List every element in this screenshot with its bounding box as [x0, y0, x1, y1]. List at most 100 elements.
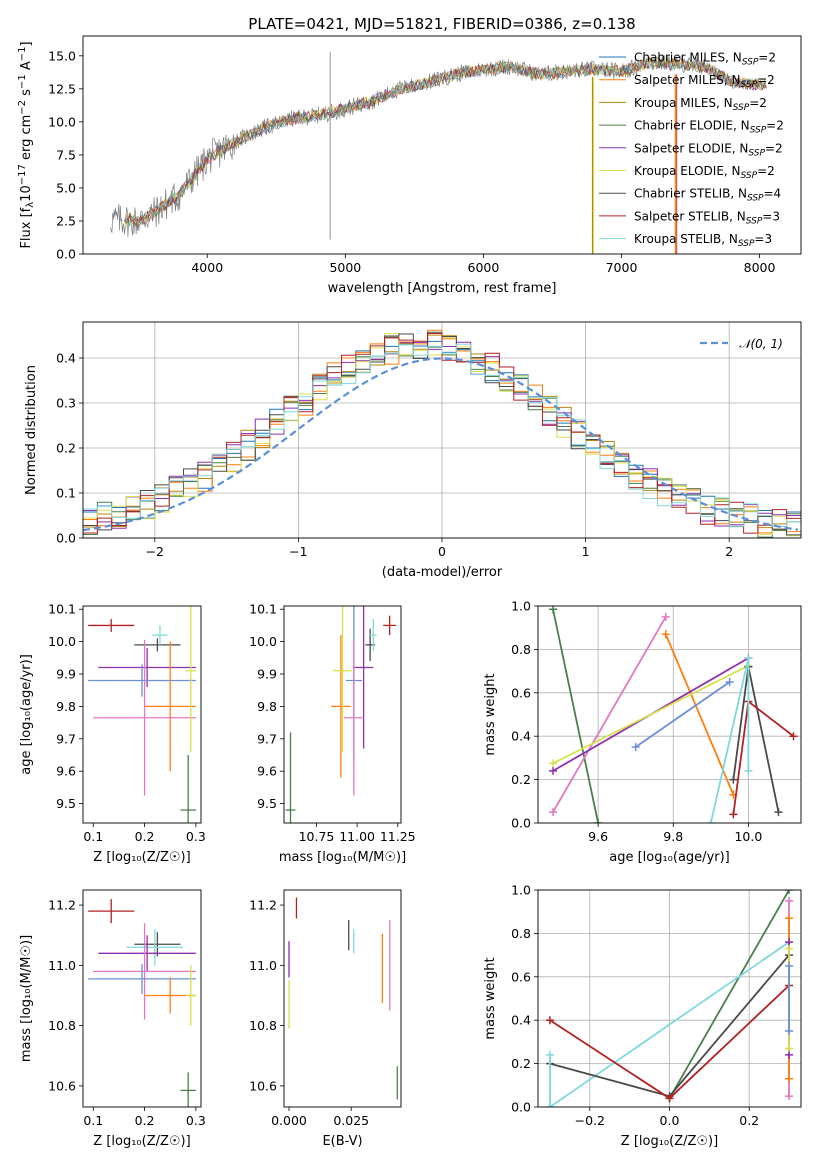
residual-histogram: [83, 343, 801, 527]
label-part: −1: [17, 74, 28, 89]
axes-age_vs_Z: 0.1 0.2 0.3 9.5 9.6 9.7 9.8 9.9 10.0 10.1 Z [log₁₀…: [19, 602, 206, 865]
y-tick-label: 10.0: [48, 634, 76, 649]
legend-post: =2: [749, 96, 767, 110]
y-tick-label: 1.0: [511, 599, 531, 614]
weight-lines: [549, 606, 798, 823]
y-tick-label: 10.1: [249, 602, 277, 617]
weight-marker: [774, 808, 783, 817]
y-tick-label: 10.6: [48, 1078, 76, 1093]
axes-residuals: −2 −1 0 1 2 0.0 0.1 0.2 0.3 0.4 (data-model)/error…: [24, 321, 802, 580]
label-part: −17: [17, 164, 28, 185]
y-tick-label: 0.3: [56, 396, 76, 411]
x-tick-label: −1: [289, 544, 307, 559]
weight-marker: [785, 1027, 794, 1036]
y-tick-label: 11.0: [249, 958, 277, 973]
x-tick-label: 0.2: [135, 829, 155, 844]
axes-mass_vs_Z: 0.1 0.2 0.3 10.6 10.8 11.0 11.2 Z [log₁₀(Z/Z☉)]…: [19, 889, 206, 1149]
legend-sub: SSP: [750, 126, 767, 136]
x-tick-label: 6000: [468, 260, 500, 275]
weight-line: [552, 616, 667, 813]
weight-marker: [706, 819, 715, 823]
y-tick-label: 10.1: [48, 602, 76, 617]
y-axis-label: Flux [fλ10−17 erg cm−2 s−1 A−1]: [17, 41, 36, 248]
y-tick-label: 0.0: [511, 1100, 531, 1115]
y-tick-label: 0.1: [56, 486, 76, 501]
axes-frame: [283, 889, 402, 1108]
x-tick-label: 10.75: [299, 829, 335, 844]
x-axis-label: Z [log₁₀(Z/Z☉)]: [621, 1134, 718, 1149]
legend-sub: SSP: [747, 194, 764, 204]
weight-line: [552, 664, 749, 765]
legend-sub: SSP: [738, 239, 755, 249]
x-tick-label: 5000: [329, 260, 361, 275]
label-part: −2: [17, 100, 28, 115]
y-tick-label: 2.5: [56, 213, 76, 228]
label-part: erg cm: [19, 115, 34, 164]
weight-marker: [729, 775, 738, 784]
weight-marker: [725, 677, 734, 686]
legend-label: Kroupa ELODIE, NSSP=2: [634, 164, 775, 181]
legend-text: Kroupa MILES, N: [634, 96, 733, 110]
spectrum-traces: [110, 51, 767, 254]
axes-frame: [537, 605, 802, 824]
weight-marker: [661, 612, 670, 621]
y-tick-label: 0.6: [511, 969, 531, 984]
y-tick-label: 1.0: [511, 883, 531, 898]
axes-frame: [537, 889, 802, 1108]
y-tick-label: 9.6: [56, 764, 76, 779]
weight-marker: [785, 1092, 794, 1101]
weight-marker: [545, 1050, 554, 1059]
x-tick-label: 9.6: [588, 829, 608, 844]
weight-marker: [785, 896, 794, 905]
y-tick-label: 0.2: [511, 772, 531, 787]
legend-label: Salpeter STELIB, NSSP=3: [634, 209, 780, 226]
weight-marker: [785, 914, 794, 923]
y-tick-label: 5.0: [56, 180, 76, 195]
legend-post: =4: [764, 187, 782, 201]
x-tick-label: 7000: [606, 260, 638, 275]
x-axis-label: (data-model)/error: [382, 565, 503, 580]
legend-sub: SSP: [746, 216, 763, 226]
y-tick-label: 10.0: [48, 114, 76, 129]
y-tick-label: 11.2: [249, 898, 277, 913]
x-tick-label: 0.1: [83, 829, 103, 844]
weight-marker: [729, 810, 738, 819]
axes-spectrum: 4000 5000 6000 7000 8000 0.0 2.5 5.0 7.5 10.0 12.5…: [17, 35, 802, 296]
axes-frame: [82, 321, 802, 539]
axes-massweight_vs_age: 9.6 9.8 10.0 0.0 0.2 0.4 0.6 0.8 1.0 age [log₁₀(a…: [483, 599, 802, 865]
legend-text: Kroupa ELODIE, N: [634, 164, 741, 178]
legend-sub: SSP: [741, 171, 758, 181]
y-tick-label: 9.8: [257, 699, 277, 714]
x-tick-label: 0.2: [135, 1113, 155, 1128]
x-tick-label: −0.2: [575, 1113, 605, 1128]
weight-line: [635, 681, 731, 748]
label-part: 10: [19, 185, 34, 202]
weight-line: [668, 890, 790, 1099]
y-tick-label: 9.7: [257, 731, 277, 746]
x-tick-label: 0.000: [271, 1113, 307, 1128]
x-tick-label: 1: [582, 544, 590, 559]
legend-post: =2: [758, 51, 776, 65]
axes-mass_vs_ebv: 0.000 0.025 10.6 10.8 11.0 11.2 E(B-V): [249, 889, 402, 1149]
x-axis-label: Z [log₁₀(Z/Z☉)]: [93, 850, 190, 865]
x-tick-label: −2: [146, 544, 164, 559]
y-axis-label: Normed distribution: [24, 365, 39, 495]
y-tick-label: 10.6: [249, 1078, 277, 1093]
weight-marker: [665, 1094, 674, 1103]
weight-marker: [545, 1103, 554, 1107]
legend-text: Chabrier ELODIE, N: [634, 119, 750, 133]
y-tick-label: 15.0: [48, 48, 76, 63]
weight-marker: [594, 819, 603, 823]
legend-post: =3: [754, 232, 772, 246]
axes-massweight_vs_Z: −0.2 0.0 0.2 0.0 0.2 0.4 0.6 0.8 1.0 Z [log₁₀(Z/Z…: [483, 883, 802, 1149]
weight-marker: [549, 759, 558, 768]
x-tick-label: 0.025: [333, 1113, 369, 1128]
legend-text: Salpeter ELODIE, N: [634, 141, 748, 155]
x-tick-label: 2: [725, 544, 733, 559]
x-tick-label: 11.00: [339, 829, 375, 844]
legend-post: =2: [757, 73, 775, 87]
label-part: −1: [17, 47, 28, 62]
